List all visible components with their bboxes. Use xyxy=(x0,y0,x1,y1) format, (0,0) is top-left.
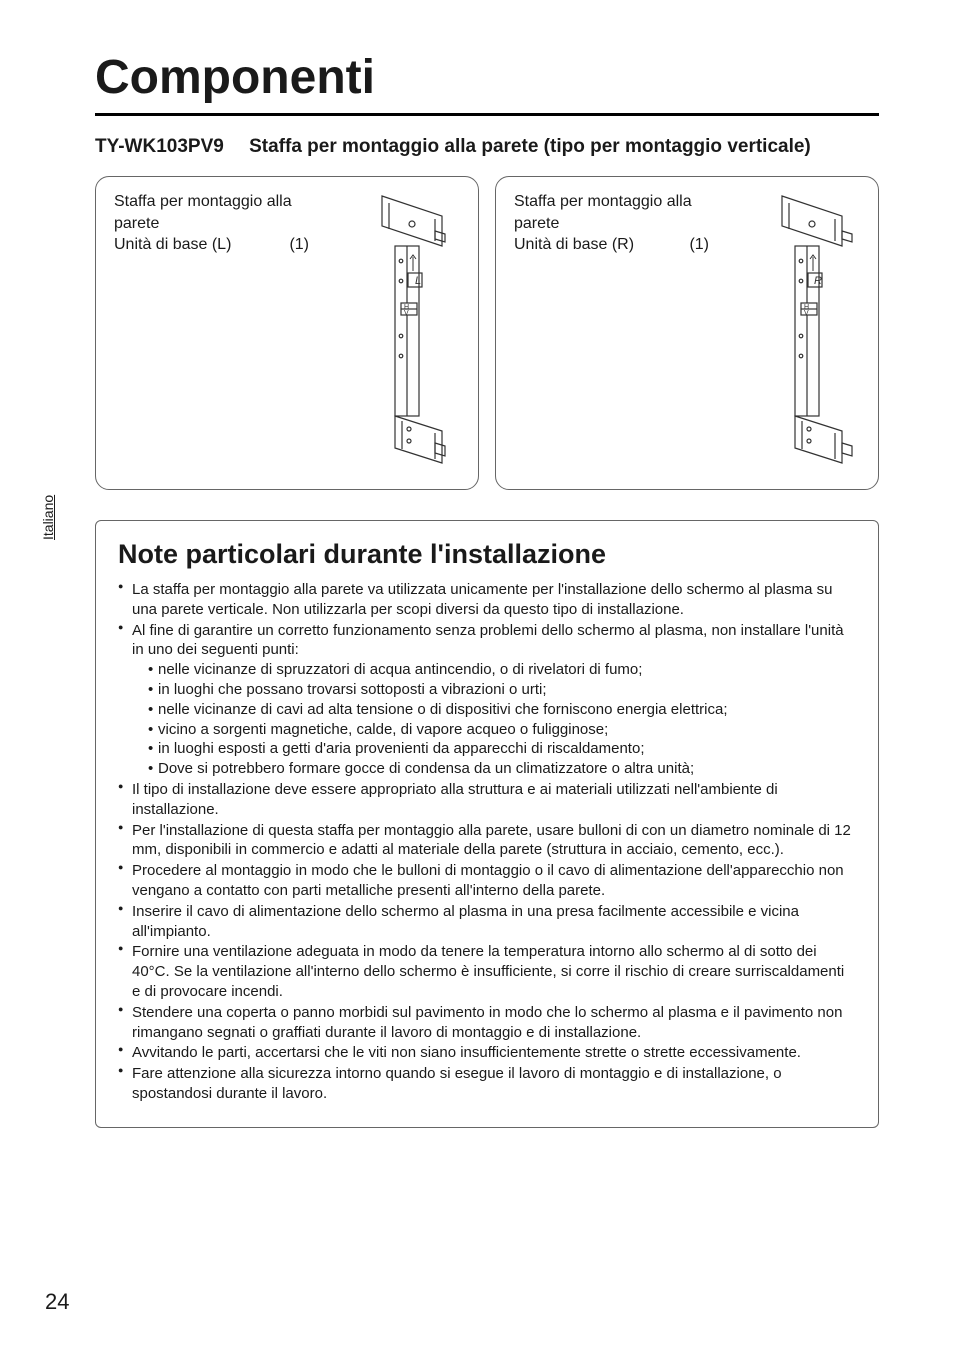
notes-item: Fare attenzione alla sicurezza intorno q… xyxy=(118,1064,856,1104)
svg-text:V: V xyxy=(404,310,409,317)
component-unit-label: Unità di base (R) xyxy=(514,234,634,256)
page-title: Componenti xyxy=(95,50,879,105)
notes-box: Note particolari durante l'installazione… xyxy=(95,520,879,1128)
notes-item: Stendere una coperta o panno morbidi sul… xyxy=(118,1003,856,1043)
notes-item: La staffa per montaggio alla parete va u… xyxy=(118,580,856,620)
notes-item: Al fine di garantire un corretto funzion… xyxy=(118,621,856,779)
component-desc: Staffa per montaggio alla parete xyxy=(114,191,339,234)
page-container: Componenti TY-WK103PV9 Staffa per montag… xyxy=(0,0,954,1350)
title-rule xyxy=(95,113,879,116)
notes-subitem: Dove si potrebbero formare gocce di cond… xyxy=(148,759,856,779)
component-box-left: Staffa per montaggio alla parete Unità d… xyxy=(95,176,479,490)
notes-item: Inserire il cavo di alimentazione dello … xyxy=(118,902,856,942)
notes-item: Per l'installazione di questa staffa per… xyxy=(118,821,856,861)
notes-sublist: nelle vicinanze di spruzzatori di acqua … xyxy=(132,660,856,779)
notes-item: Procedere al montaggio in modo che le bu… xyxy=(118,861,856,901)
component-qty: (1) xyxy=(689,234,709,256)
notes-subitem: nelle vicinanze di spruzzatori di acqua … xyxy=(148,660,856,680)
component-desc: Staffa per montaggio alla parete xyxy=(514,191,739,234)
notes-item: Avvitando le parti, accertarsi che le vi… xyxy=(118,1043,856,1063)
component-unit-line: Unità di base (L) (1) xyxy=(114,234,309,256)
svg-text:V: V xyxy=(804,310,809,317)
sub-heading: TY-WK103PV9 Staffa per montaggio alla pa… xyxy=(95,136,879,158)
notes-list: La staffa per montaggio alla parete va u… xyxy=(118,580,856,1104)
components-row: Staffa per montaggio alla parete Unità d… xyxy=(95,176,879,490)
page-number: 24 xyxy=(45,1289,69,1315)
notes-subitem: vicino a sorgenti magnetiche, calde, di … xyxy=(148,720,856,740)
component-text-left: Staffa per montaggio alla parete Unità d… xyxy=(114,191,339,471)
notes-item-text: Al fine di garantire un corretto funzion… xyxy=(132,622,844,659)
bracket-right-diagram: R H V xyxy=(747,191,862,471)
model-code: TY-WK103PV9 xyxy=(95,136,224,157)
component-text-right: Staffa per montaggio alla parete Unità d… xyxy=(514,191,739,471)
bracket-letter-label: R xyxy=(814,275,822,287)
notes-item: Il tipo di installazione deve essere app… xyxy=(118,780,856,820)
heading-description: Staffa per montaggio alla parete (tipo p… xyxy=(249,136,811,157)
bracket-letter-label: L xyxy=(415,275,421,287)
notes-subitem: nelle vicinanze di cavi ad alta tensione… xyxy=(148,700,856,720)
notes-title: Note particolari durante l'installazione xyxy=(118,539,856,570)
notes-item: Fornire una ventilazione adeguata in mod… xyxy=(118,942,856,1001)
notes-subitem: in luoghi esposti a getti d'aria proveni… xyxy=(148,739,856,759)
language-tab: Italiano xyxy=(40,495,56,540)
bracket-left-diagram: L H V xyxy=(347,191,462,471)
notes-subitem: in luoghi che possano trovarsi sottopost… xyxy=(148,680,856,700)
component-unit-label: Unità di base (L) xyxy=(114,234,231,256)
component-qty: (1) xyxy=(289,234,309,256)
component-box-right: Staffa per montaggio alla parete Unità d… xyxy=(495,176,879,490)
component-unit-line: Unità di base (R) (1) xyxy=(514,234,709,256)
